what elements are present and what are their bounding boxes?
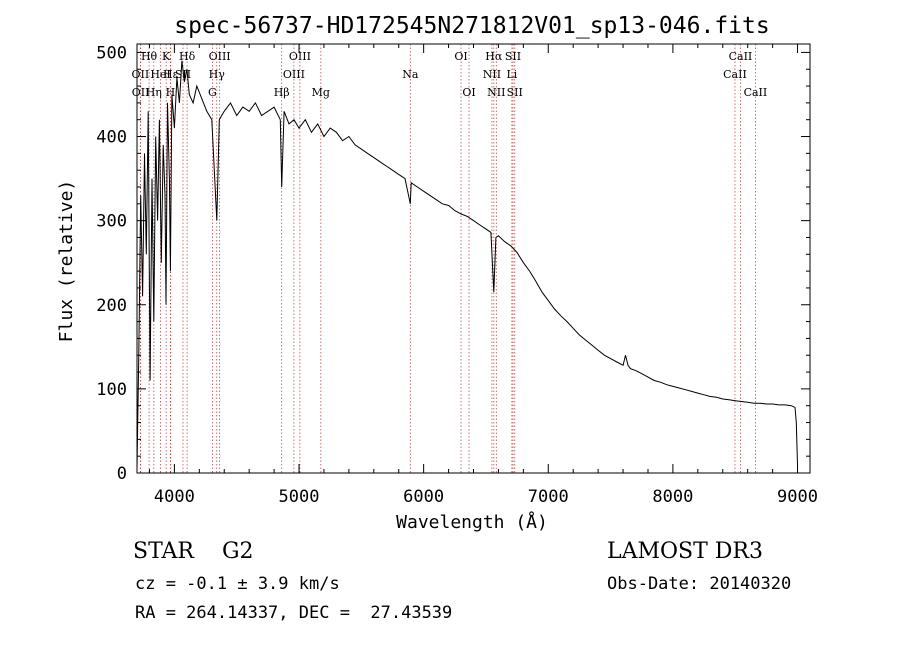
- ra-dec: RA = 264.14337, DEC = 27.43539: [135, 603, 453, 623]
- line-label: Li: [506, 68, 517, 81]
- line-label: OIII: [289, 50, 311, 63]
- obs-date: Obs-Date: 20140320: [607, 574, 792, 594]
- line-label: OII: [132, 68, 150, 81]
- line-label: Hε: [163, 68, 179, 81]
- line-label: Hδ: [179, 50, 196, 63]
- survey-name: LAMOST DR3: [607, 539, 763, 564]
- line-label: OIII: [209, 50, 231, 63]
- line-label: Hα: [485, 50, 503, 63]
- chart-title: spec-56737-HD172545N271812V01_sp13-046.f…: [174, 13, 769, 39]
- x-tick-label: 4000: [154, 487, 195, 507]
- line-label: Mg: [312, 86, 330, 99]
- line-label: G: [208, 86, 217, 99]
- star-class: STAR G2: [133, 539, 254, 564]
- line-label: OIII: [283, 68, 305, 81]
- line-label: NII: [483, 68, 501, 81]
- x-axis-label: Wavelength (Å): [396, 511, 548, 533]
- y-tick-label: 100: [96, 380, 127, 400]
- x-tick-label: 6000: [403, 487, 444, 507]
- line-label: OI: [462, 86, 475, 99]
- line-label: Hβ: [274, 86, 290, 99]
- spectrum-line: [136, 60, 798, 469]
- line-label: Hγ: [209, 68, 226, 81]
- y-axis: 0 100 200 300 400 500: [96, 43, 810, 484]
- y-tick-label: 0: [117, 464, 127, 484]
- plot-frame: [136, 43, 811, 474]
- line-label: CaII: [723, 68, 747, 81]
- redshift-cz: cz = -0.1 ± 3.9 km/s: [135, 574, 340, 594]
- y-axis-label: Flux (relative): [56, 180, 77, 343]
- line-label: K: [162, 50, 171, 63]
- spectrum-layer: [136, 60, 798, 469]
- line-label: OII: [132, 86, 150, 99]
- line-label: SII: [505, 50, 521, 63]
- y-tick-label: 300: [96, 212, 127, 232]
- x-tick-label: 8000: [652, 487, 693, 507]
- line-label: Na: [402, 68, 419, 81]
- y-tick-label: 400: [96, 128, 127, 148]
- spectral-line-markers: [139, 44, 756, 473]
- line-label: CaII: [744, 86, 768, 99]
- line-label: Hη: [146, 86, 162, 99]
- x-tick-label: 7000: [528, 487, 569, 507]
- line-label: H: [166, 86, 176, 99]
- line-label: Hθ: [141, 50, 158, 63]
- y-tick-label: 200: [96, 296, 127, 316]
- x-tick-label: 9000: [777, 487, 818, 507]
- line-label: SII: [507, 86, 523, 99]
- line-label: NII: [487, 86, 505, 99]
- x-axis: 4000 5000 6000 7000 8000 9000: [148, 44, 818, 507]
- line-label: OI: [454, 50, 467, 63]
- line-label: HeI: [150, 68, 170, 81]
- x-tick-label: 5000: [279, 487, 320, 507]
- line-label: CaII: [729, 50, 753, 63]
- y-tick-label: 500: [96, 43, 127, 63]
